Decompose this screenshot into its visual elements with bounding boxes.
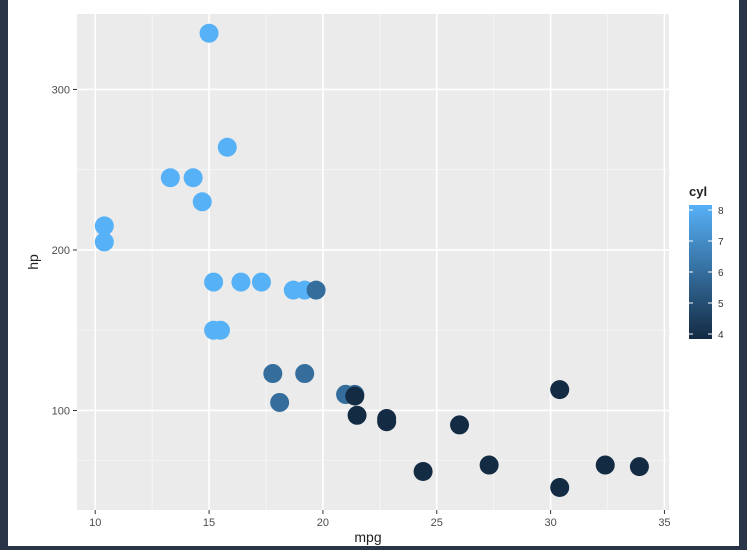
data-point: [270, 392, 290, 412]
y-tick-label: 100: [52, 405, 70, 417]
x-axis-ticks: 10 15 20 25 30 35: [89, 510, 671, 529]
data-point: [550, 380, 570, 400]
data-point: [413, 461, 433, 481]
chart-figure: 10 15 20 25 30 35 100 200 300 mpg hp cyl 4 5 6 7 8: [8, 0, 739, 546]
x-tick-label: 20: [317, 517, 329, 529]
scatter-chart: 10 15 20 25 30 35 100 200 300 mpg hp cyl 4 5 6 7 8: [25, 14, 724, 545]
data-points: [94, 23, 649, 498]
legend-tick-label: 8: [718, 206, 724, 217]
legend-tick-label: 4: [718, 330, 724, 341]
legend-tick-label: 6: [718, 268, 724, 279]
data-point: [345, 386, 365, 406]
minor-grid: [77, 14, 669, 510]
data-point: [347, 405, 367, 425]
data-point: [377, 409, 397, 429]
data-point: [595, 455, 615, 475]
data-point: [217, 137, 237, 157]
legend-colorbar: [689, 205, 712, 339]
legend-ticks: 4 5 6 7 8: [689, 206, 724, 341]
data-point: [629, 457, 649, 477]
data-point: [94, 232, 114, 252]
data-point: [204, 320, 224, 340]
x-tick-label: 35: [658, 517, 670, 529]
y-tick-label: 300: [52, 84, 70, 96]
data-point: [160, 168, 180, 188]
y-tick-label: 200: [52, 245, 70, 257]
data-point: [295, 364, 315, 384]
data-point: [192, 192, 212, 212]
data-point: [231, 272, 251, 292]
data-point: [204, 272, 224, 292]
data-point: [550, 478, 570, 498]
x-tick-label: 10: [89, 517, 101, 529]
data-point: [251, 272, 271, 292]
data-point: [199, 23, 219, 43]
legend-tick-label: 5: [718, 299, 724, 310]
data-point: [183, 168, 203, 188]
x-axis-title: mpg: [354, 529, 381, 545]
data-point: [94, 216, 114, 236]
legend-title: cyl: [689, 184, 707, 199]
data-point: [306, 280, 326, 300]
x-tick-label: 30: [544, 517, 556, 529]
data-point: [479, 455, 499, 475]
data-point: [450, 415, 470, 435]
legend-tick-label: 7: [718, 237, 724, 248]
major-grid: [77, 14, 669, 510]
y-axis-ticks: 100 200 300: [52, 84, 77, 417]
data-point: [263, 364, 283, 384]
x-tick-label: 15: [203, 517, 215, 529]
plot-panel: [77, 14, 669, 510]
x-tick-label: 25: [431, 517, 443, 529]
color-legend: cyl 4 5 6 7 8: [689, 184, 724, 341]
y-axis-title: hp: [25, 254, 41, 270]
